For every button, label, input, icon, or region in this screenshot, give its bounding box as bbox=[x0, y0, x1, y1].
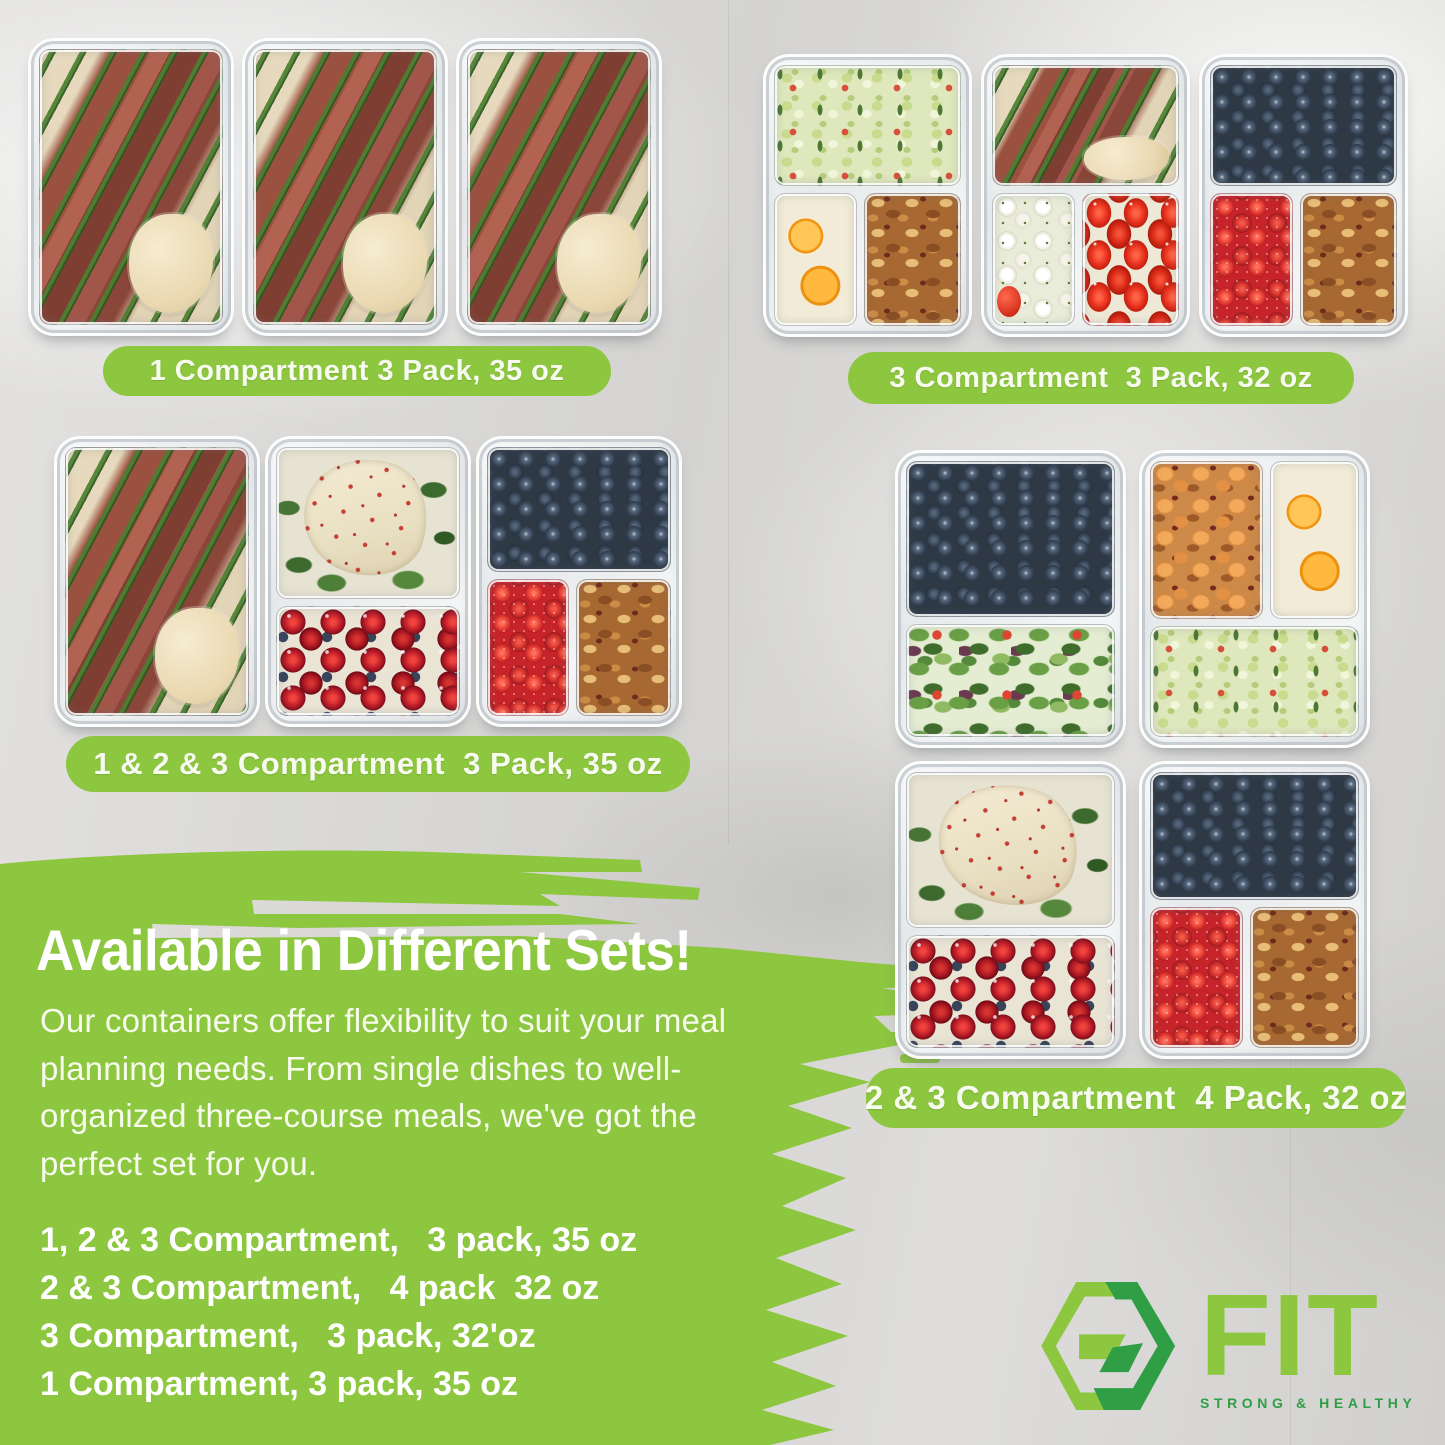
compartment-steak-green-beans-mash bbox=[39, 49, 223, 325]
set-2-3-compartment bbox=[895, 450, 1373, 1059]
container-row bbox=[28, 38, 662, 336]
set-options-list: 1, 2 & 3 Compartment, 3 pack, 35 oz 2 & … bbox=[40, 1216, 637, 1408]
container-row bbox=[763, 54, 1408, 337]
compartment-steak-green-beans-mash bbox=[992, 65, 1179, 186]
compartment-blueberries bbox=[906, 461, 1115, 617]
glass-meal-container bbox=[456, 38, 662, 336]
compartment-blueberries bbox=[1210, 65, 1397, 186]
marble-tile-seam bbox=[728, 0, 729, 845]
glass-meal-container bbox=[763, 54, 972, 337]
glass-meal-container bbox=[895, 450, 1126, 748]
compartment-trail-mix bbox=[575, 578, 671, 716]
compartment-steak-green-beans-mash bbox=[65, 447, 249, 716]
brand-logo: FIT STRONG & HEALTHY bbox=[1038, 1270, 1417, 1411]
glass-meal-container bbox=[1139, 761, 1370, 1059]
option-line: 2 & 3 Compartment, 4 pack 32 oz bbox=[40, 1269, 600, 1307]
compartment-row bbox=[487, 578, 671, 716]
option-line: 3 Compartment, 3 pack, 32'oz bbox=[40, 1317, 536, 1355]
compartment-cucumber-salad bbox=[1150, 625, 1359, 737]
glass-meal-container bbox=[1199, 54, 1408, 337]
set-label-pill: 1 & 2 & 3 Compartment 3 Pack, 35 oz bbox=[66, 736, 690, 792]
glass-meal-container bbox=[28, 38, 234, 336]
logo-text: FIT STRONG & HEALTHY bbox=[1200, 1270, 1417, 1411]
compartment-row bbox=[1150, 461, 1359, 619]
compartment-trail-mix bbox=[1299, 192, 1397, 326]
compartment-blueberries bbox=[1150, 772, 1359, 900]
glass-meal-container bbox=[981, 54, 1190, 337]
compartment-trail-mix bbox=[1250, 906, 1359, 1048]
compartment-cucumber-salad bbox=[774, 65, 961, 186]
logo-wordmark: FIT bbox=[1200, 1270, 1380, 1400]
set-1-2-3-compartment bbox=[54, 436, 682, 727]
glass-meal-container bbox=[476, 436, 682, 727]
compartment-row bbox=[1150, 906, 1359, 1048]
compartment-orange-slices bbox=[774, 192, 857, 326]
option-line: 1, 2 & 3 Compartment, 3 pack, 35 oz bbox=[40, 1221, 638, 1259]
set-label-pill: 2 & 3 Compartment 4 Pack, 32 oz bbox=[865, 1068, 1407, 1128]
option-line: 1 Compartment, 3 pack, 35 oz bbox=[40, 1365, 519, 1403]
marble-tile-seam bbox=[1290, 1060, 1291, 1445]
compartment-raspberries bbox=[1150, 906, 1244, 1048]
compartment-row bbox=[992, 192, 1179, 326]
glass-meal-container bbox=[895, 761, 1126, 1059]
set-1-compartment bbox=[28, 38, 662, 336]
container-row bbox=[54, 436, 682, 727]
compartment-blueberries bbox=[487, 447, 671, 572]
compartment-steak-green-beans-mash bbox=[467, 49, 651, 325]
glass-meal-container bbox=[54, 436, 260, 727]
compartment-raspberries bbox=[1210, 192, 1293, 326]
logo-tagline: STRONG & HEALTHY bbox=[1200, 1394, 1417, 1411]
set-3-compartment bbox=[763, 54, 1408, 337]
glass-meal-container bbox=[242, 38, 448, 336]
compartment-chicken-cranberry-greens bbox=[276, 447, 460, 599]
compartment-cherries-blueberries bbox=[906, 934, 1115, 1048]
promo-headline: Available in Different Sets! bbox=[36, 918, 692, 983]
compartment-orange-slices bbox=[1269, 461, 1359, 619]
container-row bbox=[895, 450, 1373, 1059]
compartment-trail-mix bbox=[863, 192, 961, 326]
compartment-row bbox=[1210, 192, 1397, 326]
compartment-apricots-nuts bbox=[1150, 461, 1263, 619]
compartment-cherries-blueberries bbox=[276, 605, 460, 716]
compartment-raspberries bbox=[487, 578, 569, 716]
fit-logo-icon bbox=[1041, 1282, 1176, 1410]
glass-meal-container bbox=[1139, 450, 1370, 748]
compartment-chicken-cranberry-greens bbox=[906, 772, 1115, 928]
compartment-steak-green-beans-mash bbox=[253, 49, 437, 325]
set-label-pill: 3 Compartment 3 Pack, 32 oz bbox=[848, 352, 1354, 404]
glass-meal-container bbox=[265, 436, 471, 727]
compartment-cherry-tomatoes bbox=[1081, 192, 1179, 326]
promo-body-text: Our containers offer flexibility to suit… bbox=[40, 1002, 727, 1182]
compartment-row bbox=[774, 192, 961, 326]
compartment-spring-salad bbox=[906, 623, 1115, 737]
set-label-pill: 1 Compartment 3 Pack, 35 oz bbox=[103, 346, 611, 396]
compartment-mozzarella-balls bbox=[992, 192, 1075, 326]
